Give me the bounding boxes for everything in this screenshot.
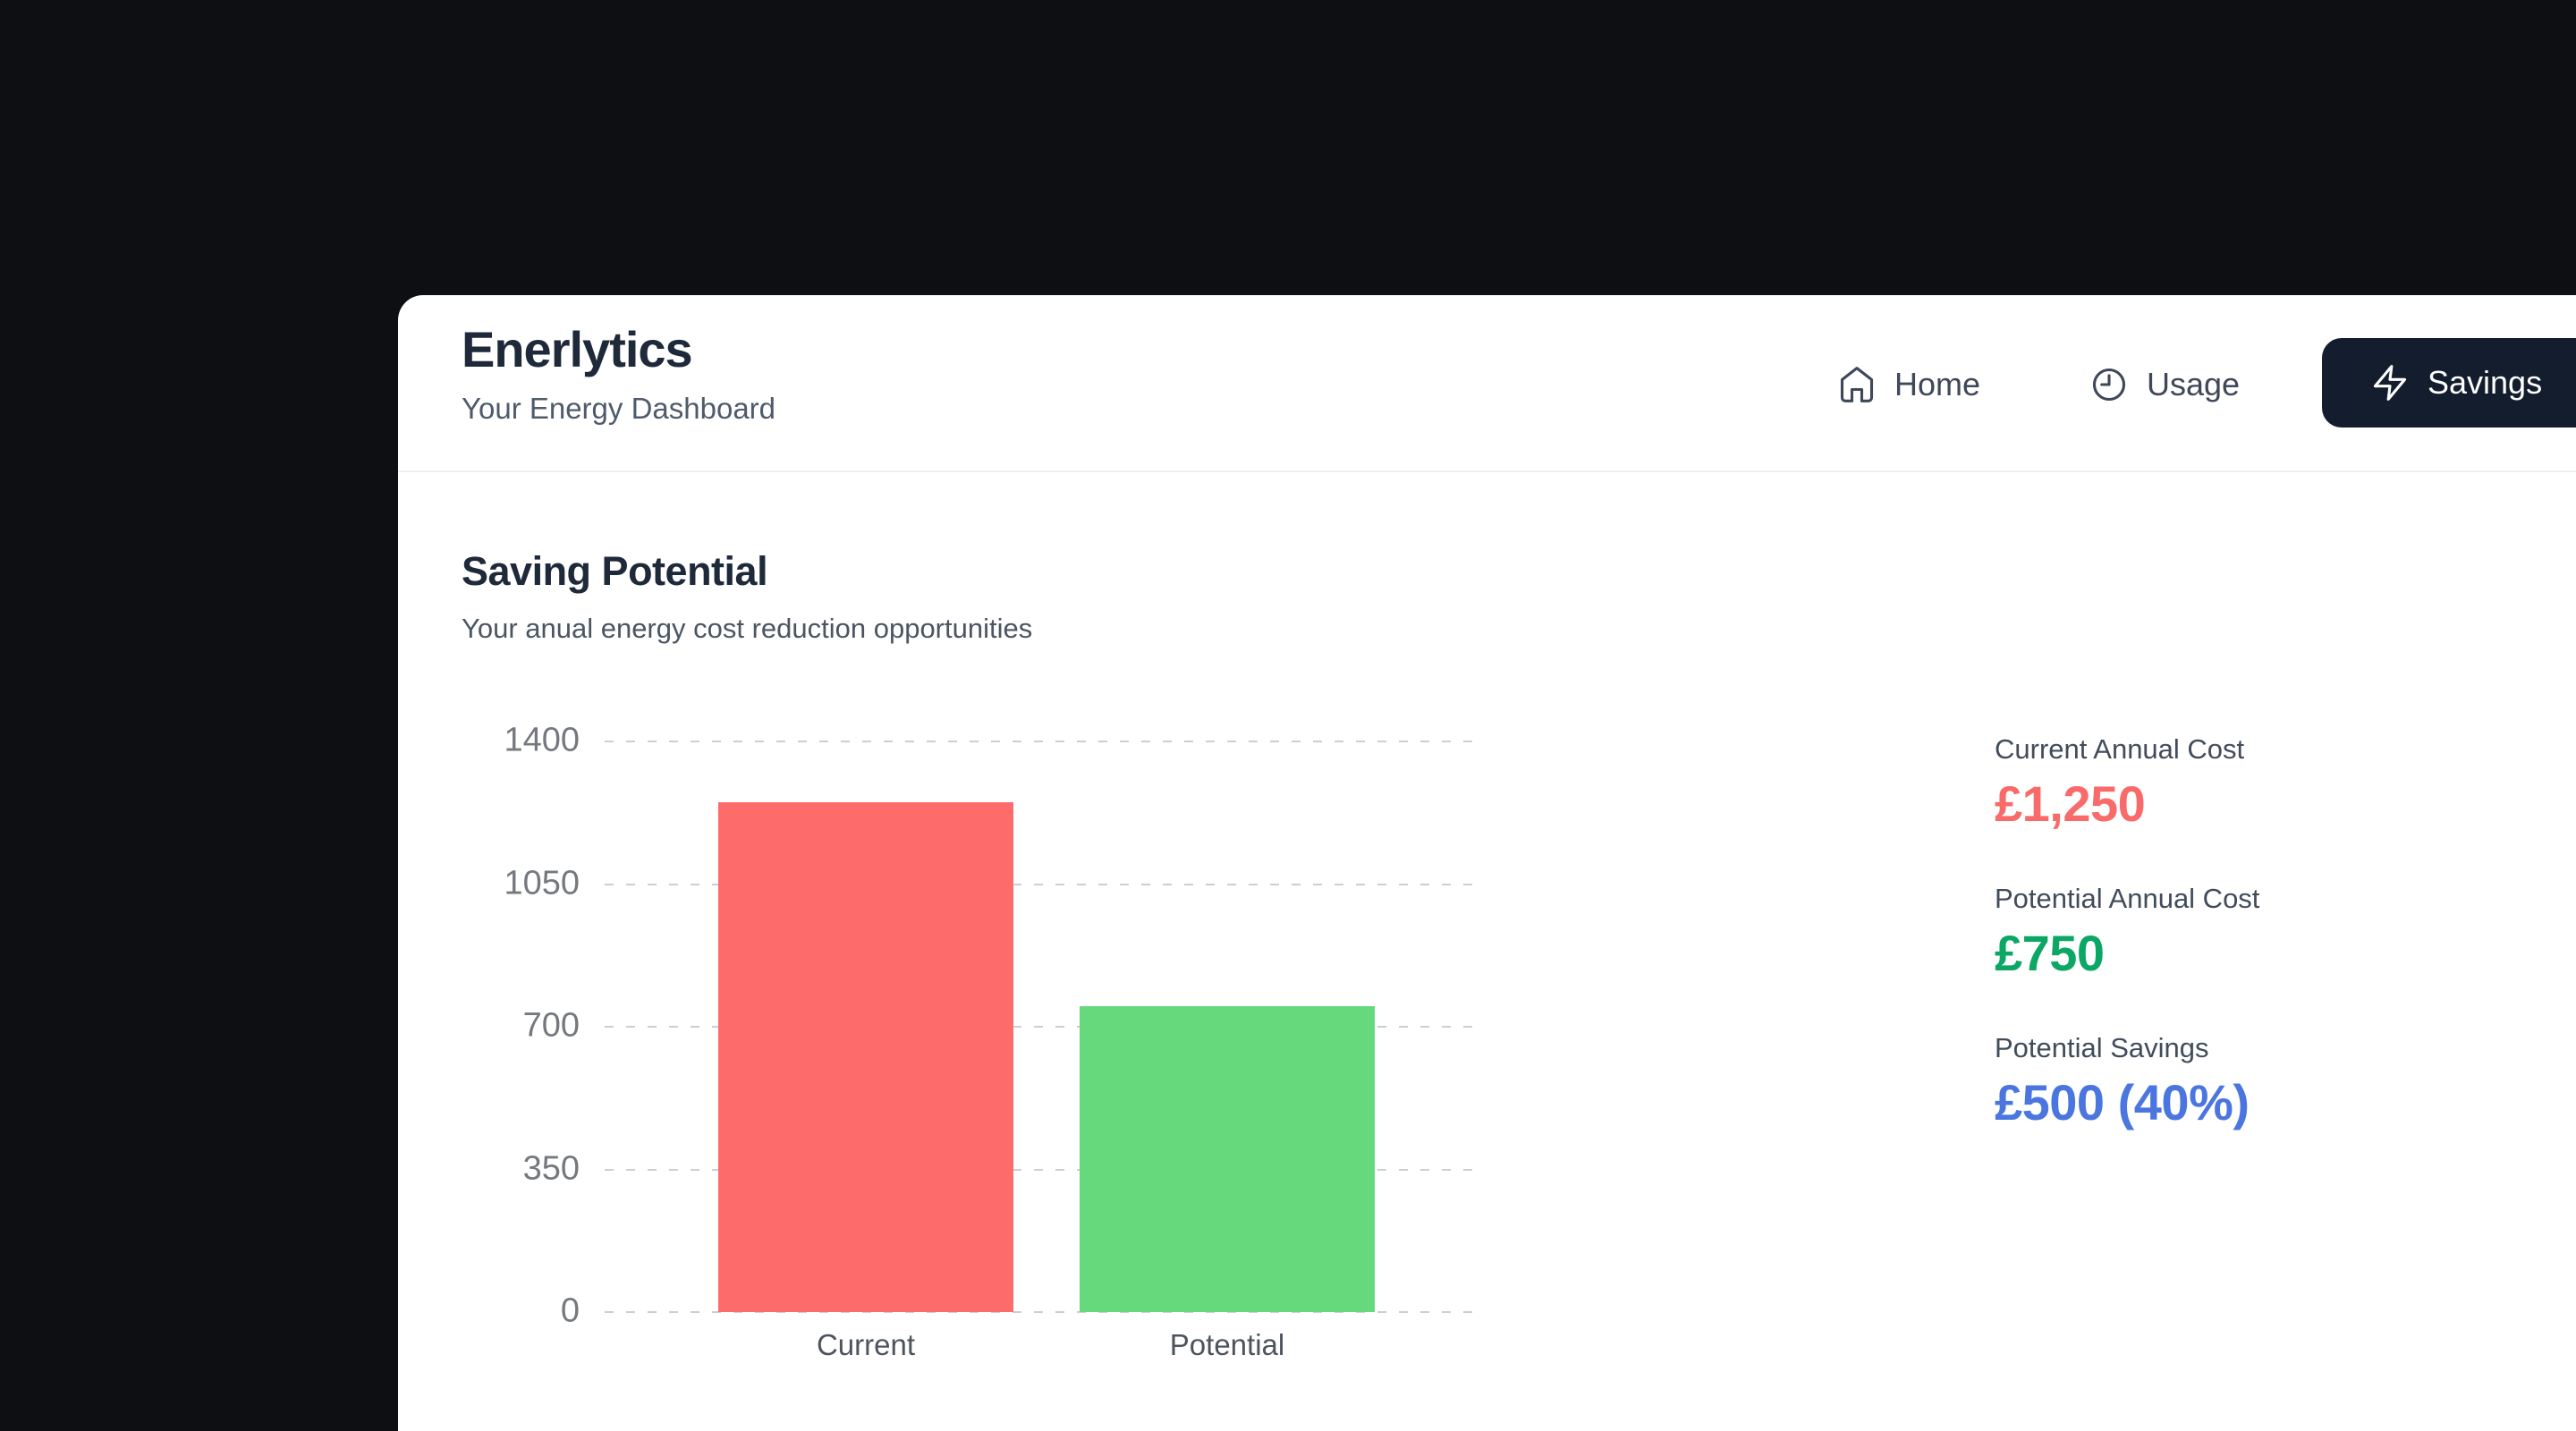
nav-item-label: Usage [2147,366,2241,402]
stat-value: £750 [1995,925,2105,981]
nav-item-label: Home [1894,366,1981,402]
stat-label: Current Annual Cost [1995,733,2245,765]
y-axis-tick-label: 350 [522,1149,580,1188]
nav-item-home[interactable]: Home [1837,363,1980,406]
dashboard-card: Enerlytics Your Energy Dashboard Home Us… [398,295,2576,1431]
nav-item-label: Savings [2428,364,2543,401]
gridline [605,1168,1479,1171]
y-axis-tick-label: 700 [522,1006,580,1045]
gridline [605,883,1479,885]
section-subtitle: Your anual energy cost reduction opportu… [462,613,1033,644]
zap-icon [2370,363,2410,402]
app-title: Enerlytics [462,321,693,377]
stat-potential-savings: Potential Savings £500 (40%) [1995,1032,2250,1131]
gridline [605,1026,1479,1028]
home-icon [1837,365,1877,404]
stat-current-annual-cost: Current Annual Cost £1,250 [1995,733,2244,833]
x-axis-tick-label: Current [816,1328,916,1361]
bar-chart-plot: 1400 1050 700 350 0 Current Potential [504,722,1479,1361]
nav-item-savings[interactable]: Savings [2322,338,2576,428]
bar-potential [1080,1006,1375,1312]
bar-current [718,802,1013,1312]
stat-label: Potential Savings [1995,1032,2209,1063]
stat-potential-annual-cost: Potential Annual Cost £750 [1995,883,2259,982]
y-axis-tick-label: 0 [560,1291,580,1330]
stat-label: Potential Annual Cost [1995,883,2260,914]
gridline [605,1311,1479,1313]
header-divider [398,470,2576,472]
stat-value: £500 (40%) [1995,1074,2250,1130]
app-subtitle: Your Energy Dashboard [462,392,776,425]
clock-icon [2089,365,2129,404]
gridline [605,741,1479,742]
nav-item-usage[interactable]: Usage [2089,363,2240,406]
y-axis-tick-label: 1050 [504,864,580,902]
section-title: Saving Potential [462,548,768,594]
stat-value: £1,250 [1995,775,2146,832]
y-axis-tick-label: 1400 [504,721,580,759]
x-axis-tick-label: Potential [1169,1328,1285,1361]
